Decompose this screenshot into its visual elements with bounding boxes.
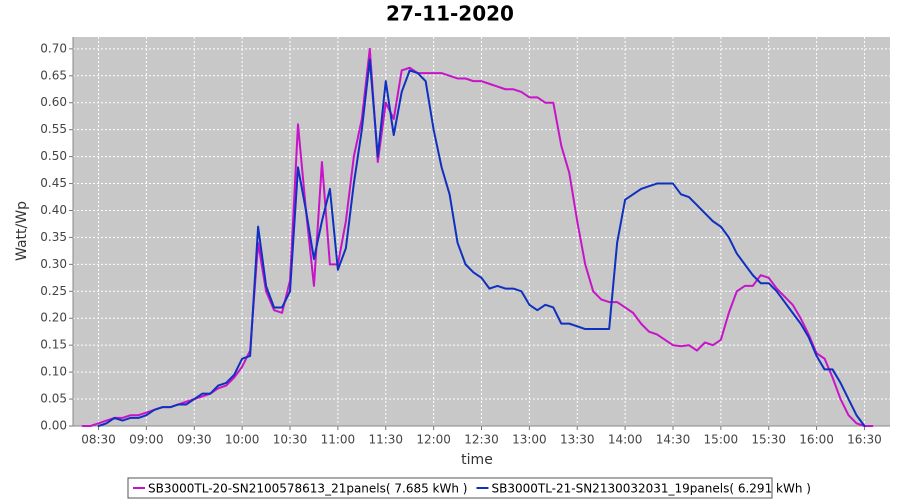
- y-tick-label: 0.30: [40, 257, 67, 271]
- y-tick-label: 0.05: [40, 392, 67, 406]
- x-tick-label: 11:30: [368, 433, 403, 447]
- y-tick-label: 0.60: [40, 95, 67, 109]
- x-tick-label: 13:30: [560, 433, 595, 447]
- x-tick-label: 10:00: [225, 433, 260, 447]
- x-tick-label: 16:30: [847, 433, 882, 447]
- y-tick-label: 0.25: [40, 284, 67, 298]
- x-tick-label: 11:00: [321, 433, 356, 447]
- chart-title: 27-11-2020: [386, 2, 514, 26]
- y-tick-label: 0.50: [40, 149, 67, 163]
- y-tick-label: 0.55: [40, 122, 67, 136]
- y-tick-label: 0.65: [40, 68, 67, 82]
- y-tick-label: 0.00: [40, 419, 67, 433]
- x-tick-label: 09:00: [129, 433, 164, 447]
- x-tick-label: 09:30: [177, 433, 212, 447]
- y-tick-label: 0.10: [40, 365, 67, 379]
- x-axis-label: time: [461, 452, 493, 468]
- legend-label: SB3000TL-20-SN2100578613_21panels( 7.685…: [148, 482, 467, 496]
- legend-box: [127, 477, 773, 499]
- series-line: [97, 58, 866, 427]
- y-tick-label: 0.45: [40, 176, 67, 190]
- x-tick-label: 12:30: [464, 433, 499, 447]
- y-tick-label: 0.15: [40, 338, 67, 352]
- y-tick-label: 0.70: [40, 41, 67, 55]
- y-tick-label: 0.20: [40, 311, 67, 325]
- x-tick-label: 08:30: [81, 433, 116, 447]
- x-tick-label: 15:00: [704, 433, 739, 447]
- plot-area: [73, 37, 890, 426]
- x-tick-label: 14:00: [608, 433, 643, 447]
- x-tick-label: 15:30: [751, 433, 786, 447]
- x-tick-label: 16:00: [799, 433, 834, 447]
- x-tick-label: 13:00: [512, 433, 547, 447]
- legend-label: SB3000TL-21-SN2130032031_19panels( 6.291…: [491, 482, 810, 496]
- y-tick-label: 0.35: [40, 230, 67, 244]
- y-tick-label: 0.40: [40, 203, 67, 217]
- x-tick-label: 10:30: [273, 433, 308, 447]
- y-axis-label: Watt/Wp: [14, 201, 30, 261]
- x-tick-label: 14:30: [656, 433, 691, 447]
- x-tick-label: 12:00: [416, 433, 451, 447]
